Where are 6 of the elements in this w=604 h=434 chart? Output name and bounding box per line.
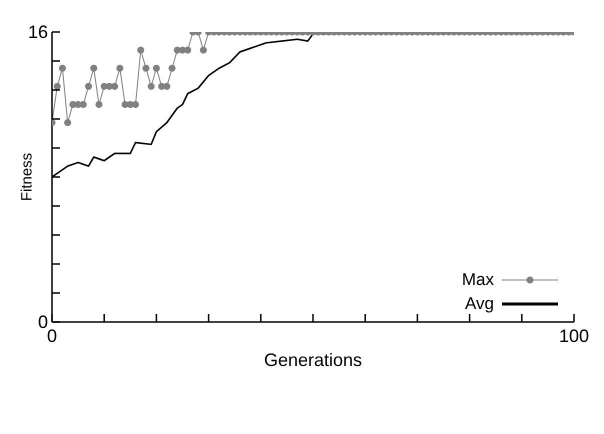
x-axis-title: Generations [264,350,362,370]
y-tick-label: 16 [28,22,48,42]
y-axis-title: Fitness [18,152,36,202]
x-tick-label: 100 [558,326,590,346]
legend-label: Max [462,270,494,290]
legend-label: Avg [465,294,494,314]
